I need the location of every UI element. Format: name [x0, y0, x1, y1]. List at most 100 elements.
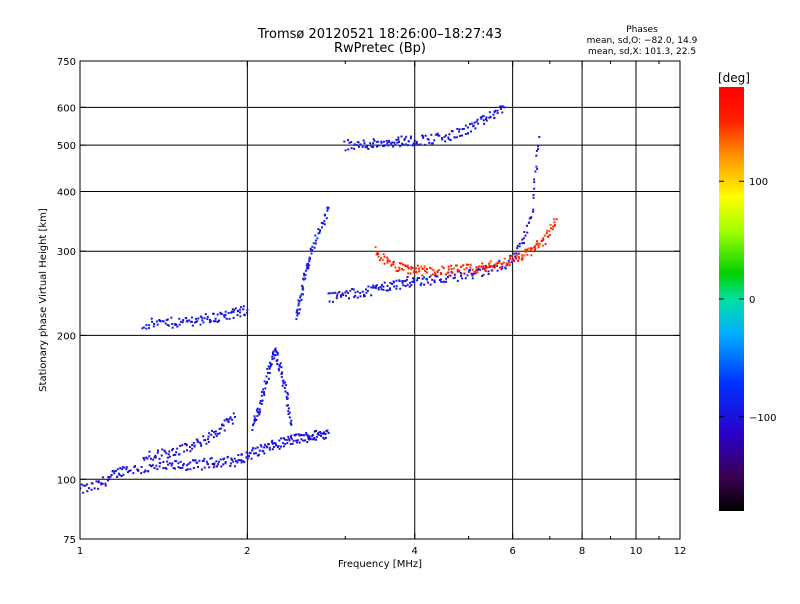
echo-point [329, 292, 332, 295]
echo-point [476, 118, 479, 121]
echo-point [154, 456, 157, 459]
echo-point [498, 261, 501, 264]
echo-point [483, 122, 486, 125]
echo-point [305, 264, 308, 267]
echo-point [416, 277, 419, 280]
echo-point [553, 221, 556, 224]
echo-point [254, 452, 257, 455]
echo-point [500, 263, 503, 265]
echo-point [498, 266, 501, 269]
echo-point [300, 438, 303, 441]
echo-point [161, 448, 164, 451]
echo-point [129, 469, 132, 472]
echo-point [411, 280, 414, 283]
echo-point [366, 145, 369, 148]
echo-point [387, 258, 390, 261]
echo-point [175, 460, 178, 463]
echo-point [231, 458, 234, 461]
echo-point [245, 456, 248, 459]
echo-point [148, 455, 151, 458]
echo-point [228, 317, 231, 320]
echo-point [477, 268, 480, 271]
echo-point [271, 355, 274, 358]
echo-point [311, 245, 314, 248]
echo-point [345, 290, 348, 293]
echo-point [311, 435, 314, 438]
echo-point [348, 141, 351, 144]
echo-point [436, 271, 439, 274]
echo-point [217, 432, 220, 435]
echo-point [407, 140, 410, 143]
echo-point [302, 439, 305, 442]
echo-point [314, 242, 317, 245]
echo-point [509, 255, 511, 258]
echo-point [413, 281, 415, 283]
echo-point [273, 442, 276, 444]
echo-point [489, 260, 492, 263]
echo-point [248, 455, 250, 458]
echo-point [405, 135, 408, 138]
echo-point [268, 372, 271, 374]
echo-point [406, 283, 409, 286]
echo-point [496, 109, 499, 112]
echo-point [317, 434, 320, 436]
echo-point [422, 135, 424, 138]
echo-point [323, 220, 326, 223]
echo-point [203, 466, 206, 469]
echo-point [120, 475, 123, 477]
echo-point [537, 246, 540, 249]
echo-point [193, 445, 196, 448]
echo-point [298, 433, 301, 436]
echo-point [137, 469, 140, 472]
echo-point [116, 468, 119, 471]
echo-point [447, 265, 450, 268]
echo-point [388, 260, 391, 263]
echo-point [199, 315, 202, 318]
echo-point [413, 278, 416, 281]
echo-point [308, 260, 311, 263]
echo-point [186, 449, 188, 452]
echo-point [547, 235, 550, 238]
echo-point [366, 289, 369, 292]
echo-point [353, 143, 356, 146]
echo-point [171, 449, 174, 452]
echo-point [524, 250, 527, 253]
echo-point [402, 269, 405, 271]
echo-point [146, 457, 149, 460]
echo-point [441, 137, 443, 140]
echo-point [285, 438, 288, 441]
echo-point [307, 435, 310, 438]
echo-point [380, 288, 383, 291]
echo-point [141, 327, 144, 330]
echo-point [436, 133, 439, 136]
echo-point [273, 348, 276, 351]
echo-point [411, 266, 414, 269]
echo-point [489, 265, 492, 268]
echo-point [398, 140, 400, 143]
echo-point [142, 457, 145, 459]
echo-point [555, 218, 558, 221]
echo-point [309, 438, 312, 441]
echo-point [209, 457, 212, 460]
echo-point [322, 432, 325, 435]
echo-point [416, 279, 419, 282]
echo-point [118, 472, 120, 475]
echo-point [189, 461, 192, 464]
echo-point [274, 354, 277, 357]
echo-point [158, 457, 161, 460]
echo-point [286, 391, 289, 394]
echo-point [482, 273, 485, 276]
echo-point [463, 268, 466, 271]
echo-point [311, 249, 314, 251]
echo-point [495, 262, 498, 265]
echo-point [116, 475, 119, 478]
echo-point [467, 132, 469, 135]
echo-point [208, 466, 211, 469]
echo-point [363, 293, 365, 296]
echo-point [303, 274, 306, 277]
echo-point [420, 265, 423, 268]
echo-point [443, 280, 446, 283]
echo-point [301, 286, 304, 288]
echo-point [493, 117, 496, 120]
echo-point [287, 393, 290, 396]
